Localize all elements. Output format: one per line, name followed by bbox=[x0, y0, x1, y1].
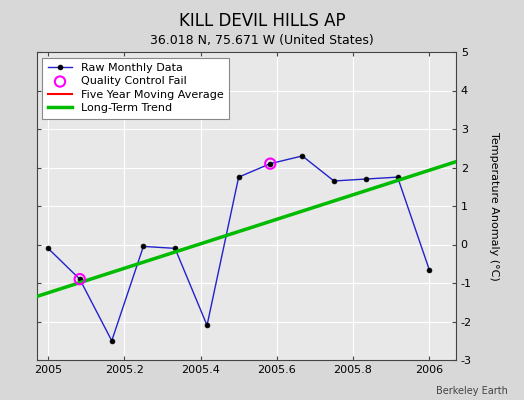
Line: Raw Monthly Data: Raw Monthly Data bbox=[46, 154, 432, 343]
Quality Control Fail bbox=[75, 276, 84, 282]
Raw Monthly Data bbox=[363, 177, 369, 182]
Raw Monthly Data bbox=[204, 323, 210, 328]
Y-axis label: Temperature Anomaly (°C): Temperature Anomaly (°C) bbox=[488, 132, 498, 280]
Text: 36.018 N, 75.671 W (United States): 36.018 N, 75.671 W (United States) bbox=[150, 34, 374, 47]
Raw Monthly Data bbox=[331, 178, 337, 183]
Raw Monthly Data bbox=[395, 175, 401, 180]
Quality Control Fail bbox=[266, 160, 275, 167]
Legend: Raw Monthly Data, Quality Control Fail, Five Year Moving Average, Long-Term Tren: Raw Monthly Data, Quality Control Fail, … bbox=[42, 58, 230, 119]
Raw Monthly Data bbox=[172, 246, 178, 251]
Raw Monthly Data bbox=[299, 154, 305, 158]
Raw Monthly Data bbox=[45, 246, 51, 251]
Raw Monthly Data bbox=[108, 338, 115, 343]
Raw Monthly Data bbox=[267, 161, 274, 166]
Text: KILL DEVIL HILLS AP: KILL DEVIL HILLS AP bbox=[179, 12, 345, 30]
Text: Berkeley Earth: Berkeley Earth bbox=[436, 386, 508, 396]
Raw Monthly Data bbox=[235, 175, 242, 180]
Raw Monthly Data bbox=[140, 244, 147, 249]
Raw Monthly Data bbox=[77, 277, 83, 282]
Raw Monthly Data bbox=[426, 267, 432, 272]
